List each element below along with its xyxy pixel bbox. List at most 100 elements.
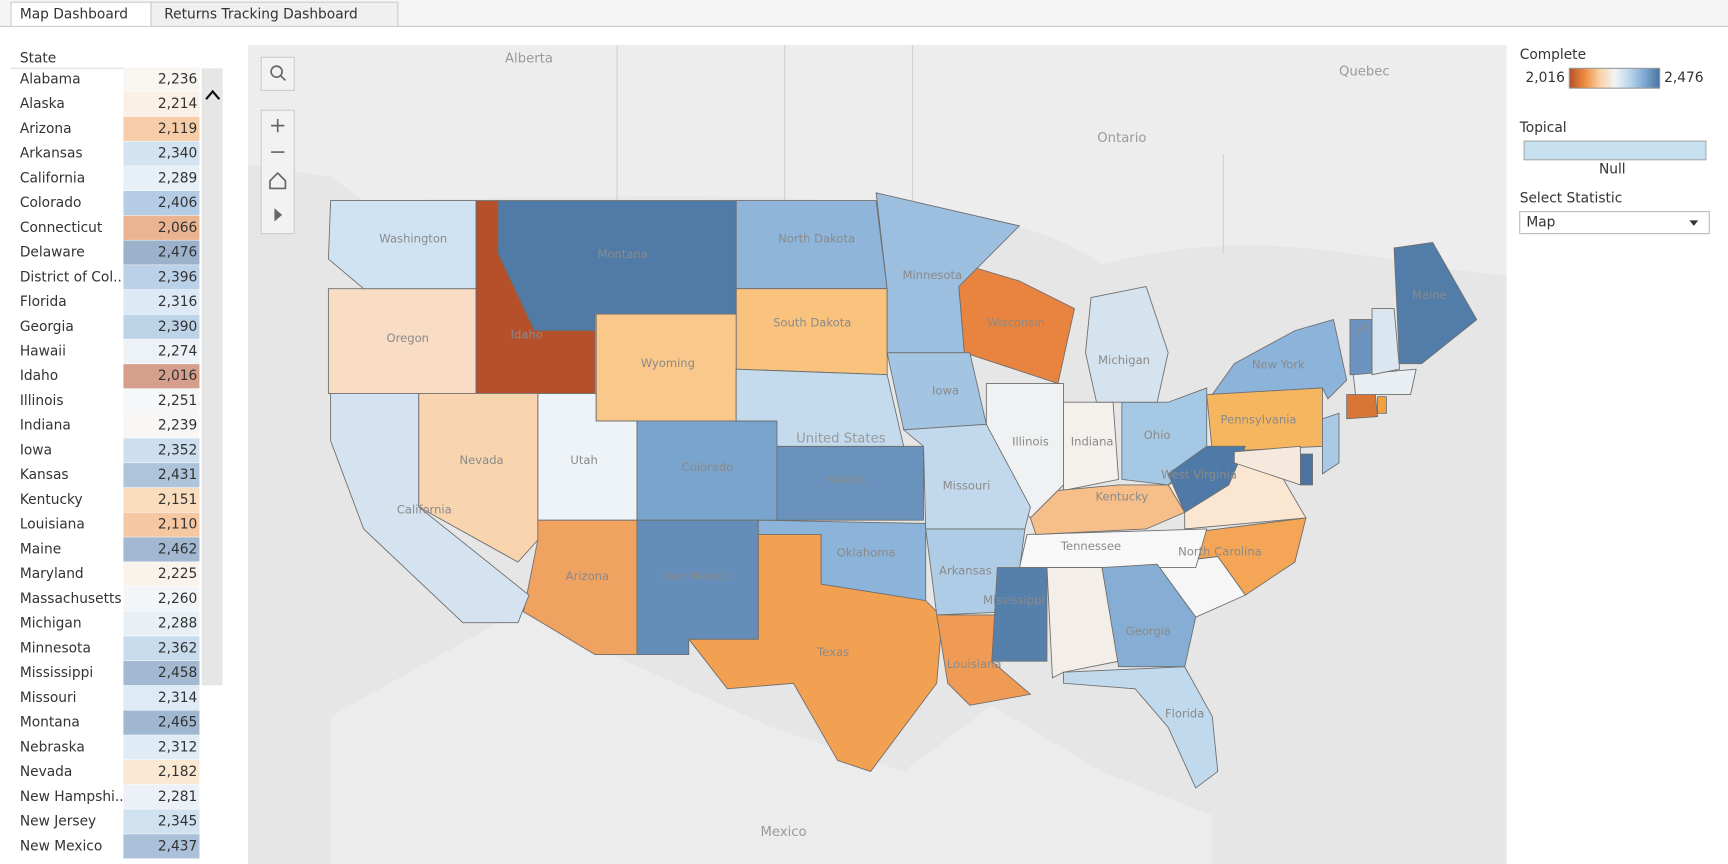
value-cell — [123, 240, 200, 265]
state-region[interactable] — [1377, 396, 1387, 414]
tab[interactable] — [150, 1, 399, 27]
play-button[interactable] — [274, 208, 283, 222]
state-name: Massachusetts — [20, 591, 122, 607]
state-name: Missouri — [20, 690, 77, 706]
value-cell — [123, 67, 200, 92]
select-value[interactable]: Map — [1526, 215, 1555, 231]
state-label: Louisiana — [947, 657, 1002, 671]
value-label: 2,066 — [158, 220, 197, 236]
value-cell — [123, 463, 200, 488]
value-cell — [123, 537, 200, 562]
state-region[interactable] — [1393, 241, 1478, 365]
value-label: 2,239 — [158, 418, 197, 434]
value-label: 2,288 — [158, 616, 197, 632]
state-region[interactable] — [636, 519, 759, 656]
state-name: Illinois — [20, 393, 64, 409]
state-region[interactable] — [327, 200, 477, 290]
tab-label[interactable]: Returns Tracking Dashboard — [164, 6, 358, 22]
value-label: 2,465 — [158, 715, 197, 731]
state-region[interactable] — [1167, 445, 1246, 514]
value-label: 2,182 — [158, 764, 197, 780]
state-region[interactable] — [1063, 666, 1219, 789]
state-region[interactable] — [418, 392, 539, 563]
state-region[interactable] — [1346, 394, 1379, 420]
state-name: New Mexico — [20, 838, 102, 854]
value-label: 2,110 — [158, 517, 197, 533]
value-cell — [123, 190, 200, 216]
state-name: Delaware — [20, 245, 85, 261]
state-label: VT — [1355, 323, 1371, 337]
zoom-in[interactable] — [271, 119, 285, 133]
scroll-up[interactable] — [205, 89, 221, 100]
map-controls — [260, 56, 295, 235]
state-name: Indiana — [20, 418, 71, 434]
state-name: Arizona — [20, 121, 72, 137]
state-region[interactable] — [991, 567, 1048, 662]
value-cell — [123, 339, 200, 364]
state-label: Washington — [379, 232, 447, 246]
topical-null: Null — [1599, 162, 1626, 178]
state-region[interactable] — [902, 423, 1031, 530]
home-button[interactable] — [269, 171, 287, 190]
state-region[interactable] — [1101, 563, 1197, 668]
value-cell — [123, 314, 200, 339]
value-cell — [123, 735, 200, 760]
state-label: Maine — [1412, 288, 1447, 302]
tab-label[interactable]: Map Dashboard — [20, 6, 128, 22]
value-cell — [123, 388, 200, 414]
state-name: Montana — [20, 715, 80, 731]
state-label: Ohio — [1144, 428, 1171, 442]
state-name: Hawaii — [20, 343, 66, 359]
value-label: 2,251 — [158, 393, 197, 409]
state-region[interactable] — [497, 200, 737, 332]
value-cell — [123, 809, 200, 834]
state-region[interactable] — [1322, 412, 1340, 475]
state-name: Georgia — [20, 319, 74, 335]
state-label: Pennsylvania — [1221, 412, 1297, 426]
value-label: 2,340 — [158, 146, 197, 162]
state-label: Arizona — [566, 569, 609, 583]
tab-active[interactable] — [10, 1, 152, 27]
state-label: Colorado — [682, 460, 734, 474]
state-region[interactable] — [735, 368, 905, 447]
search-button[interactable] — [260, 56, 295, 91]
value-label: 2,316 — [158, 294, 197, 310]
state-label: Idaho — [511, 328, 543, 342]
state-region[interactable] — [1029, 484, 1186, 535]
scrollbar[interactable] — [201, 68, 223, 686]
state-label: Montana — [597, 247, 647, 261]
state-region[interactable] — [1299, 453, 1313, 486]
legend-gradient — [1568, 67, 1661, 89]
state-region[interactable] — [1352, 368, 1417, 395]
state-region[interactable] — [735, 288, 888, 376]
table-header: State — [20, 50, 56, 66]
value-cell — [123, 487, 200, 513]
value-cell — [123, 265, 200, 290]
state-name: Mississippi — [20, 665, 93, 681]
state-region[interactable] — [1085, 286, 1169, 403]
state-label: Mississippi — [983, 593, 1045, 607]
state-region[interactable] — [1371, 308, 1401, 376]
province-lines — [616, 45, 1224, 254]
state-name: Idaho — [20, 368, 58, 384]
select-dropdown[interactable] — [1519, 211, 1710, 235]
state-region[interactable] — [1018, 528, 1208, 568]
state-name: Kentucky — [20, 492, 83, 508]
state-label: Nevada — [460, 453, 504, 467]
state-name: Alabama — [20, 71, 81, 87]
state-region[interactable] — [1233, 445, 1301, 486]
value-cell — [123, 438, 200, 463]
state-label: Kansas — [826, 472, 867, 486]
value-cell — [123, 215, 200, 240]
value-label: 2,390 — [158, 319, 197, 335]
value-cell — [123, 166, 200, 191]
value-label: 2,312 — [158, 739, 197, 755]
value-label: 2,274 — [158, 343, 197, 359]
value-cell — [123, 834, 200, 859]
state-label: California — [397, 503, 452, 517]
value-cell — [123, 289, 200, 315]
state-region[interactable] — [1046, 567, 1120, 679]
state-name: Minnesota — [20, 640, 91, 656]
state-region[interactable] — [875, 192, 1021, 354]
state-label: North Dakota — [778, 232, 855, 246]
